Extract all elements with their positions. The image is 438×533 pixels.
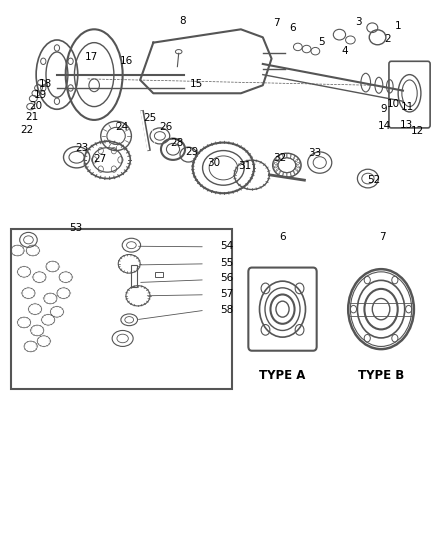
Bar	[11, 229, 232, 389]
Text: 7: 7	[273, 18, 280, 28]
Text: 30: 30	[207, 158, 220, 167]
Text: 17: 17	[85, 52, 98, 62]
Text: 55: 55	[220, 258, 233, 268]
Text: 9: 9	[380, 104, 387, 114]
Text: 52: 52	[367, 175, 380, 185]
Bar	[155, 272, 163, 277]
Text: 23: 23	[76, 143, 89, 153]
Text: 26: 26	[159, 122, 172, 132]
Text: 7: 7	[378, 232, 385, 242]
Text: 53: 53	[69, 223, 82, 233]
Text: 16: 16	[120, 56, 133, 66]
Text: 29: 29	[185, 147, 198, 157]
Text: 10: 10	[387, 99, 400, 109]
Text: 3: 3	[355, 18, 362, 27]
Text: 54: 54	[220, 241, 233, 251]
Text: 24: 24	[115, 122, 128, 132]
Text: 31: 31	[238, 161, 251, 171]
Text: 57: 57	[220, 289, 233, 299]
Text: 28: 28	[170, 138, 183, 148]
Text: 2: 2	[384, 34, 391, 44]
Text: 22: 22	[21, 125, 34, 134]
Text: 20: 20	[29, 101, 42, 110]
Text: 58: 58	[220, 305, 233, 315]
Text: 27: 27	[93, 154, 106, 164]
Bar	[131, 265, 137, 287]
Text: 33: 33	[308, 148, 321, 158]
Text: 32: 32	[273, 154, 286, 163]
Text: 21: 21	[25, 112, 38, 122]
Text: 8: 8	[179, 17, 186, 26]
Text: 18: 18	[39, 79, 52, 88]
Text: 14: 14	[378, 122, 391, 131]
Text: 19: 19	[34, 90, 47, 100]
Text: 56: 56	[220, 273, 233, 283]
Text: 13: 13	[400, 120, 413, 130]
Text: 15: 15	[190, 79, 203, 88]
Text: 4: 4	[342, 46, 349, 55]
Text: 1: 1	[394, 21, 401, 30]
Text: TYPE A: TYPE A	[259, 369, 306, 382]
Text: 6: 6	[279, 232, 286, 242]
Text: 6: 6	[289, 23, 296, 33]
Text: 12: 12	[410, 126, 424, 136]
Text: 25: 25	[143, 114, 156, 123]
Text: 11: 11	[401, 102, 414, 111]
Text: TYPE B: TYPE B	[358, 369, 404, 382]
Text: 5: 5	[318, 37, 325, 46]
